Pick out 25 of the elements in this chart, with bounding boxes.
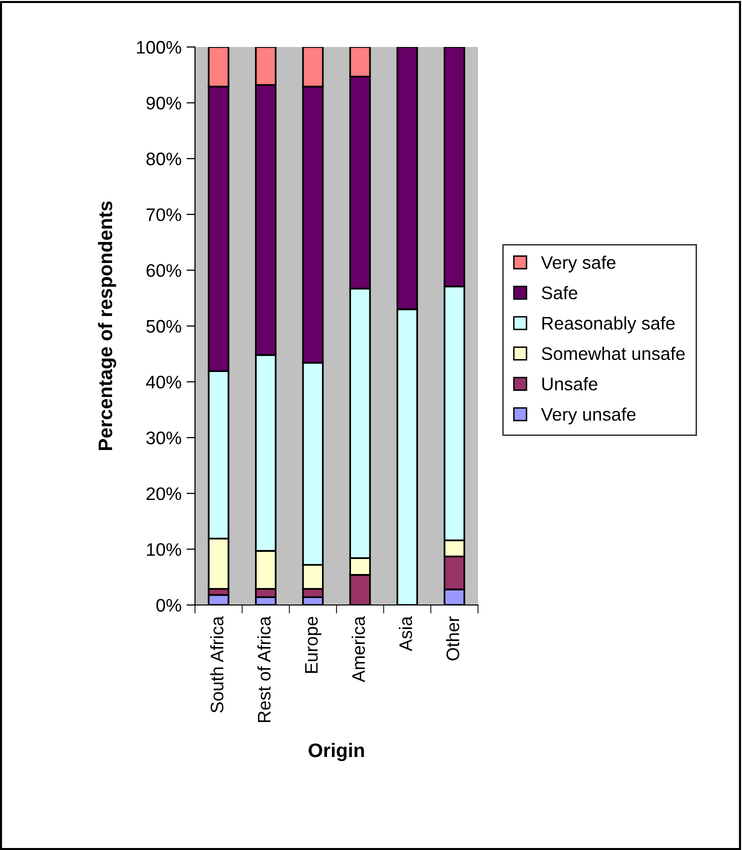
legend-label: Unsafe xyxy=(542,377,598,390)
y-tick-label: 60% xyxy=(146,264,182,277)
x-tick-label: Rest of Africa xyxy=(257,616,271,722)
x-tick-label: South Africa xyxy=(210,616,224,713)
x-tick-label: Asia xyxy=(398,616,412,652)
x-axis-title: Origin xyxy=(308,742,364,762)
y-tick-label: 50% xyxy=(146,320,182,333)
x-tick-label: Europe xyxy=(305,616,322,673)
y-tick-label: 70% xyxy=(146,208,182,222)
legend-label: Very unsafe xyxy=(541,408,636,424)
y-axis-title: Percentage of respondents xyxy=(98,201,116,450)
y-tick-label: 80% xyxy=(146,152,182,166)
x-tick-label: America xyxy=(352,616,365,682)
legend-label: Somewhat unsafe xyxy=(542,346,685,360)
x-tick-label: Other xyxy=(446,616,460,660)
legend-label: Reasonably safe xyxy=(542,316,675,334)
legend-label: Very safe xyxy=(541,256,616,272)
y-tick-label: 100% xyxy=(137,40,182,54)
y-tick-label: 90% xyxy=(146,96,182,110)
y-tick-label: 20% xyxy=(146,487,182,500)
y-tick-label: 0% xyxy=(156,598,182,612)
y-tick-label: 40% xyxy=(146,376,182,389)
y-tick-label: 10% xyxy=(147,543,182,556)
legend-label: Safe xyxy=(542,286,578,300)
y-tick-label: 30% xyxy=(146,432,182,444)
